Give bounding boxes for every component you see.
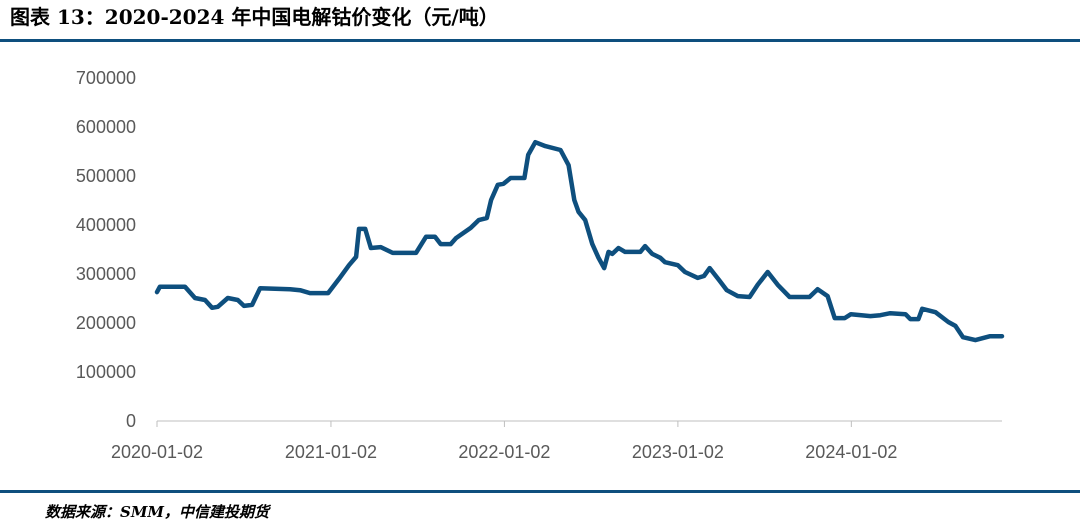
y-tick-label: 0 [126,411,136,431]
y-tick-label: 600000 [76,117,136,137]
y-tick-label: 500000 [76,166,136,186]
x-tick-label: 2021-01-02 [285,442,377,462]
source-rule [0,490,1080,493]
y-tick-label: 400000 [76,215,136,235]
source-note: 数据来源：SMM，中信建投期货 [45,503,272,521]
chart-title: 图表 13：2020-2024 年中国电解钴价变化（元/吨） [10,5,499,29]
y-tick-label: 700000 [76,68,136,88]
y-tick-label: 200000 [76,313,136,333]
x-tick-label: 2022-01-02 [458,442,550,462]
title-rule [0,39,1080,42]
x-tick-label: 2020-01-02 [111,442,203,462]
price-line [154,139,1005,343]
x-tick-label: 2024-01-02 [805,442,897,462]
y-tick-label: 300000 [76,264,136,284]
x-tick-label: 2023-01-02 [632,442,724,462]
y-tick-label: 100000 [76,362,136,382]
